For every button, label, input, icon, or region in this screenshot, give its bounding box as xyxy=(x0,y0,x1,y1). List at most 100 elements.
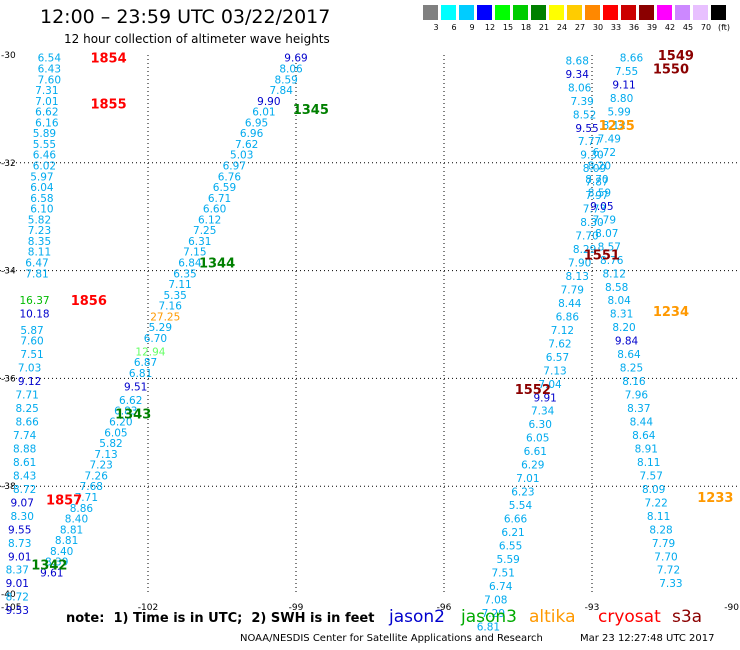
wave-height-value: 9.90 xyxy=(257,96,280,108)
wave-height-value: 8.11 xyxy=(637,457,660,469)
wave-height-value: 7.13 xyxy=(543,365,566,377)
wave-height-value: 6.29 xyxy=(521,460,544,472)
pass-number-label: 1343 xyxy=(115,407,151,422)
wave-height-value: 5.54 xyxy=(509,500,533,512)
wave-height-value: 7.49 xyxy=(598,134,621,146)
wave-height-value: 6.71 xyxy=(208,193,231,205)
wave-height-value: 8.09 xyxy=(583,163,606,175)
wave-height-value: 8.31 xyxy=(610,309,633,321)
wave-height-value: 8.20 xyxy=(612,322,635,334)
wave-height-value: 7.23 xyxy=(28,225,51,237)
wave-height-value: 8.57 xyxy=(598,241,621,253)
wave-height-value: 6.81 xyxy=(129,368,152,380)
wave-height-value: 8.64 xyxy=(632,430,656,442)
wave-height-value: 7.23 xyxy=(89,460,112,472)
pass-number-label: 1344 xyxy=(199,257,235,272)
wave-height-value: 6.95 xyxy=(245,117,268,129)
color-swatch xyxy=(531,5,546,20)
wave-height-value: 5.82 xyxy=(28,214,51,226)
wave-height-value: 8.06 xyxy=(568,82,592,94)
page-subtitle: 12 hour collection of altimeter wave hei… xyxy=(64,32,330,46)
wave-height-value: 9.91 xyxy=(533,392,556,404)
pass-number-label: 1342 xyxy=(31,558,67,573)
color-swatch xyxy=(639,5,654,20)
wave-height-value: 7.16 xyxy=(159,301,183,313)
color-scale-label: 39 xyxy=(646,23,658,32)
wave-height-value: 6.96 xyxy=(240,128,264,140)
wave-height-value: 6.97 xyxy=(223,160,246,172)
wave-height-value: 5.29 xyxy=(149,322,172,334)
wave-height-value: 8.30 xyxy=(580,217,603,229)
color-scale-label: (ft) xyxy=(717,23,731,32)
color-swatch xyxy=(441,5,456,20)
wave-height-value: 9.11 xyxy=(612,80,635,92)
wave-height-value: 9.07 xyxy=(11,497,34,509)
wave-height-value: 8.44 xyxy=(558,298,582,310)
wave-height-value: 6.62 xyxy=(35,107,58,119)
wave-height-value: 9.55 xyxy=(8,524,31,536)
wave-height-value: 7.71 xyxy=(15,390,38,402)
wave-height-value: 6.20 xyxy=(109,417,132,429)
wave-height-value: 7.73 xyxy=(583,204,606,216)
wave-height-value: 9.12 xyxy=(18,376,41,388)
wave-height-value: 7.55 xyxy=(615,66,638,78)
wave-height-value: 8.39 xyxy=(45,557,68,569)
color-scale-label: 3 xyxy=(433,23,439,32)
wave-height-value: 8.44 xyxy=(630,417,654,429)
wave-height-value: 9.30 xyxy=(580,150,603,162)
wave-height-value: 6.30 xyxy=(529,419,552,431)
wave-height-value: 7.70 xyxy=(654,551,677,563)
wave-height-value: 8.66 xyxy=(620,53,644,65)
color-swatch xyxy=(657,5,672,20)
wave-height-value: 6.84 xyxy=(178,258,202,270)
wave-height-value: 5.87 xyxy=(20,325,43,337)
wave-height-value: 6.62 xyxy=(119,395,142,407)
wave-height-value: 8.09 xyxy=(642,484,665,496)
longitude-label: -102 xyxy=(138,603,158,613)
color-swatch xyxy=(621,5,636,20)
wave-height-value: 9.53 xyxy=(6,605,29,617)
wave-height-value: 8.12 xyxy=(603,268,626,280)
wave-height-value: 8.81 xyxy=(55,535,78,547)
wave-height-value: 6.81 xyxy=(477,621,500,633)
longitude-label: -105 xyxy=(1,603,21,613)
wave-height-value: 6.02 xyxy=(33,160,56,172)
pass-number-label: 1233 xyxy=(697,491,733,506)
wave-height-value: 6.66 xyxy=(504,514,528,526)
wave-height-value: 8.86 xyxy=(70,503,94,515)
pass-number-label: 1856 xyxy=(71,294,107,309)
pass-number-label: 1234 xyxy=(653,305,689,320)
wave-height-value: 8.37 xyxy=(6,565,29,577)
wave-height-value: 7.60 xyxy=(38,74,61,86)
wave-height-value: 6.86 xyxy=(556,311,580,323)
wave-height-value: 8.72 xyxy=(13,484,36,496)
wave-height-value: 7.29 xyxy=(482,608,505,620)
wave-height-value: 6.54 xyxy=(38,53,62,65)
color-scale-label: 42 xyxy=(664,23,676,32)
color-swatch xyxy=(567,5,582,20)
latitude-label: -38 xyxy=(1,482,16,492)
wave-height-value: 8.66 xyxy=(15,417,39,429)
wave-height-value: 7.79 xyxy=(561,284,584,296)
wave-height-value: 5.89 xyxy=(33,128,56,140)
wave-height-value: 8.61 xyxy=(13,457,36,469)
axis-labels: -30 -32 -34 -36 -38 -40 -105 -102 -99 -96 -93 -90 xyxy=(1,51,739,613)
color-swatch xyxy=(585,5,600,20)
color-swatch xyxy=(477,5,492,20)
wave-height-value: 6.72 xyxy=(593,147,616,159)
wave-height-value: 6.61 xyxy=(524,446,547,458)
wave-height-value: 6.58 xyxy=(30,193,53,205)
wave-height-value: 6.12 xyxy=(198,214,221,226)
wave-height-value: 6.43 xyxy=(38,63,61,75)
wave-height-value: 8.80 xyxy=(610,93,633,105)
wave-height-value: 6.05 xyxy=(526,433,549,445)
pass-number-label: 1345 xyxy=(293,103,329,118)
wave-height-value: 7.70 xyxy=(575,231,598,243)
legend-jason2: jason2 xyxy=(389,607,445,627)
wave-height-value: 8.35 xyxy=(28,236,51,248)
wave-height-value: 7.39 xyxy=(570,96,593,108)
wave-height-value: 7.51 xyxy=(20,349,43,361)
legend-jason3: jason3 xyxy=(461,607,517,627)
wave-height-value: 5.03 xyxy=(230,150,253,162)
